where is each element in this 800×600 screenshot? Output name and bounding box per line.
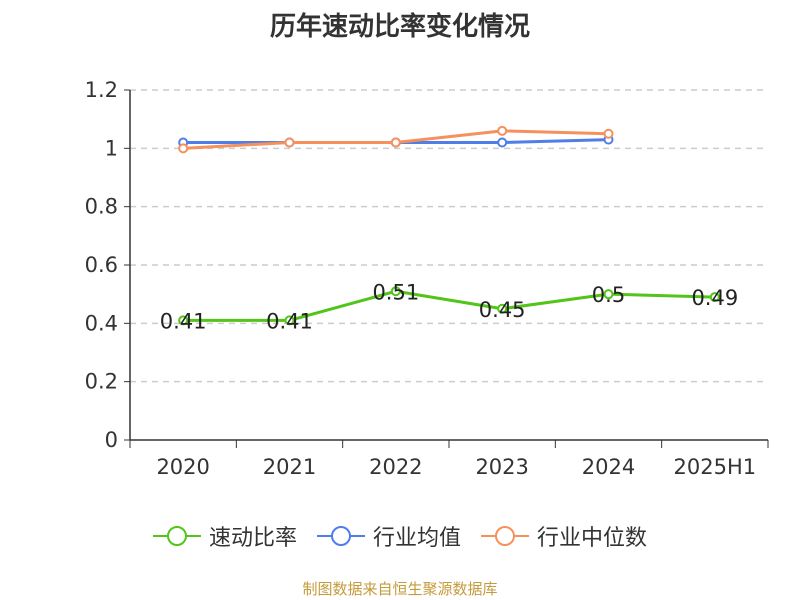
data-point (603, 289, 614, 300)
legend-marker-icon (481, 526, 529, 546)
x-tick-label: 2021 (263, 455, 316, 479)
data-point (709, 292, 720, 303)
x-tick-label: 2023 (475, 455, 528, 479)
legend-item-quick-ratio[interactable]: 速动比率 (152, 520, 297, 552)
legend-label: 速动比率 (208, 526, 297, 551)
y-tick-label: 0.6 (85, 253, 118, 277)
legend-item-industry-median[interactable]: 行业中位数 (481, 520, 647, 552)
x-tick-label: 2020 (156, 455, 209, 479)
data-point (178, 315, 189, 326)
data-point (178, 143, 189, 154)
y-tick-label: 0.4 (85, 311, 118, 335)
data-label: 0.41 (266, 309, 313, 333)
x-tick-label: 2024 (582, 455, 635, 479)
data-label: 0.45 (479, 298, 526, 322)
data-point (497, 125, 508, 136)
x-tick-label: 2025H1 (674, 455, 757, 479)
data-point (497, 303, 508, 314)
y-tick-label: 0 (105, 428, 118, 452)
legend: 速动比率 行业均值 行业中位数 (0, 520, 800, 552)
legend-label: 行业中位数 (537, 526, 648, 551)
y-tick-label: 0.8 (85, 195, 118, 219)
legend-item-industry-mean[interactable]: 行业均值 (316, 520, 461, 552)
legend-marker-icon (316, 526, 365, 546)
data-point (284, 315, 295, 326)
data-point (497, 137, 508, 148)
series-line (183, 289, 715, 322)
data-label: 0.5 (592, 283, 625, 307)
data-label: 0.41 (160, 309, 207, 333)
data-point (390, 137, 401, 148)
x-tick-label: 2022 (369, 455, 422, 479)
chart-title: 历年速动比率变化情况 (269, 12, 530, 42)
data-point (603, 128, 614, 139)
legend-marker-icon (152, 526, 201, 546)
legend-label: 行业均值 (372, 526, 461, 551)
data-label: 0.49 (691, 286, 738, 310)
data-point (390, 286, 401, 297)
y-tick-label: 1 (105, 136, 118, 160)
y-tick-label: 0.2 (85, 370, 118, 394)
data-label: 0.51 (372, 280, 419, 304)
y-tick-label: 1.2 (85, 78, 118, 102)
source-note: 制图数据来自恒生聚源数据库 (302, 580, 498, 598)
data-point (284, 137, 295, 148)
